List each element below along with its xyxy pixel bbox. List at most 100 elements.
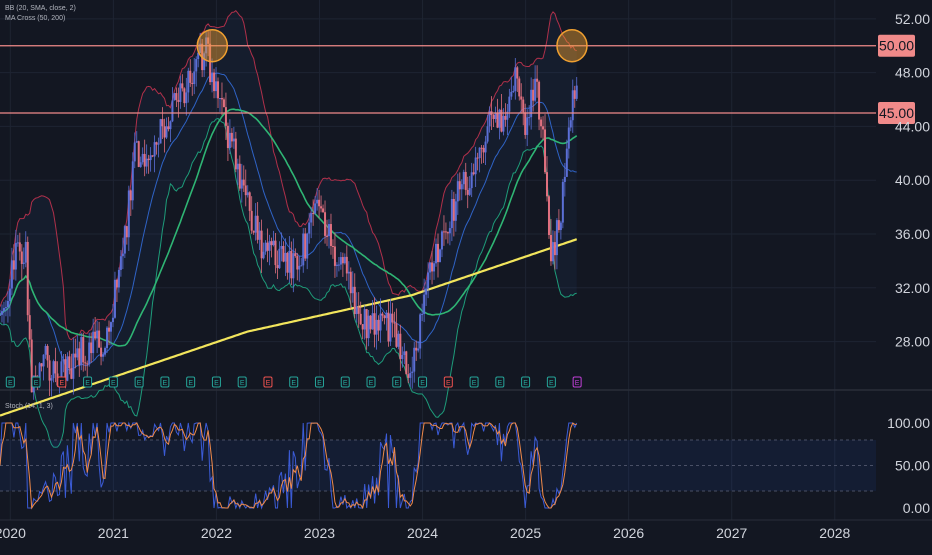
candle-body bbox=[10, 260, 13, 289]
candle-body bbox=[559, 222, 562, 230]
candle-body bbox=[294, 253, 297, 257]
candle-body bbox=[62, 359, 65, 362]
bb-lower-line bbox=[0, 117, 577, 448]
candle-body bbox=[113, 279, 116, 318]
candle-body bbox=[211, 72, 214, 83]
candle-body bbox=[383, 315, 386, 319]
candle-body bbox=[60, 361, 63, 380]
earnings-badge-label: E bbox=[34, 380, 39, 387]
candle-body bbox=[347, 271, 350, 274]
time-tick-label: 2027 bbox=[716, 525, 747, 541]
candle-body bbox=[30, 339, 33, 393]
candle-body bbox=[357, 306, 360, 314]
earnings-badge bbox=[83, 376, 93, 388]
candle-body bbox=[361, 324, 364, 330]
candle-body bbox=[213, 72, 216, 92]
candle-body bbox=[199, 43, 202, 53]
candle-body bbox=[353, 286, 356, 315]
candle-body bbox=[381, 313, 384, 316]
candle-body bbox=[371, 313, 374, 330]
candle-body bbox=[98, 330, 101, 348]
candle-body bbox=[290, 250, 293, 279]
candle-body bbox=[540, 119, 543, 127]
earnings-badge bbox=[392, 376, 402, 388]
candle-body bbox=[232, 138, 235, 142]
candle-body bbox=[80, 337, 83, 366]
candle-body bbox=[14, 242, 17, 270]
candle-body bbox=[238, 163, 241, 189]
candle-body bbox=[551, 242, 554, 262]
candle-body bbox=[179, 83, 182, 102]
candle-body bbox=[561, 181, 564, 223]
candle-body bbox=[320, 206, 323, 209]
earnings-badge bbox=[289, 376, 299, 388]
candle-body bbox=[508, 96, 511, 112]
earnings-badge-label: E bbox=[446, 380, 451, 387]
candle-body bbox=[514, 67, 517, 91]
candle-body bbox=[64, 359, 67, 381]
candle-body bbox=[335, 264, 338, 266]
bb-indicator-label[interactable]: BB (20, SMA, close, 2) bbox=[5, 5, 76, 12]
candle-body bbox=[189, 70, 192, 83]
time-tick-label: 2025 bbox=[510, 525, 541, 541]
level-label-box bbox=[878, 34, 915, 57]
candle-body bbox=[272, 240, 275, 246]
candle-body bbox=[228, 132, 231, 148]
candle-body bbox=[74, 353, 77, 358]
earnings-badge bbox=[31, 376, 41, 388]
candle-body bbox=[571, 90, 574, 121]
stoch-indicator-label[interactable]: Stoch (14, 1, 3) bbox=[5, 403, 53, 410]
candle-body bbox=[528, 117, 531, 119]
earnings-badge-label: E bbox=[549, 380, 554, 387]
candle-body bbox=[567, 127, 570, 149]
candle-body bbox=[488, 111, 491, 127]
candle-body bbox=[173, 93, 176, 101]
candle-body bbox=[431, 262, 434, 272]
candle-body bbox=[500, 109, 503, 132]
candle-body bbox=[563, 176, 566, 182]
candle-body bbox=[169, 121, 172, 130]
candle-body bbox=[76, 348, 79, 358]
candle-body bbox=[151, 155, 154, 157]
candle-body bbox=[284, 252, 287, 262]
candle-body bbox=[292, 253, 295, 279]
earnings-badge bbox=[340, 376, 350, 388]
candle-body bbox=[46, 345, 49, 361]
candle-body bbox=[530, 89, 533, 118]
ma-cross-indicator-label[interactable]: MA Cross (50, 200) bbox=[5, 15, 66, 22]
candle-body bbox=[230, 132, 233, 142]
candle-body bbox=[224, 107, 227, 126]
earnings-badge-label: E bbox=[369, 380, 374, 387]
earnings-badge-label: E bbox=[188, 380, 193, 387]
candle-body bbox=[302, 233, 305, 266]
candle-body bbox=[121, 253, 124, 257]
candle-body bbox=[468, 188, 471, 195]
candle-body bbox=[72, 353, 75, 379]
candle-body bbox=[544, 129, 547, 173]
candle-body bbox=[137, 141, 140, 167]
candle-body bbox=[234, 138, 237, 170]
candle-body bbox=[260, 230, 263, 259]
candle-body bbox=[573, 90, 576, 99]
candle-body bbox=[367, 315, 370, 339]
candle-body bbox=[42, 354, 45, 367]
candle-body bbox=[2, 308, 5, 312]
candle-body bbox=[351, 286, 354, 294]
candle-body bbox=[524, 112, 527, 135]
candle-body bbox=[569, 120, 572, 128]
candle-body bbox=[542, 126, 545, 130]
candle-body bbox=[369, 315, 372, 330]
candle-body bbox=[96, 330, 99, 339]
candle-body bbox=[462, 171, 465, 185]
candle-body bbox=[220, 98, 223, 100]
candle-body bbox=[504, 115, 507, 120]
candle-body bbox=[149, 155, 152, 161]
candle-body bbox=[191, 82, 194, 85]
earnings-badge bbox=[495, 376, 505, 388]
candle-body bbox=[111, 317, 114, 323]
earnings-badge bbox=[443, 376, 453, 388]
candle-body bbox=[0, 314, 1, 316]
candle-body bbox=[66, 356, 69, 381]
earnings-badge-label: E bbox=[497, 380, 502, 387]
